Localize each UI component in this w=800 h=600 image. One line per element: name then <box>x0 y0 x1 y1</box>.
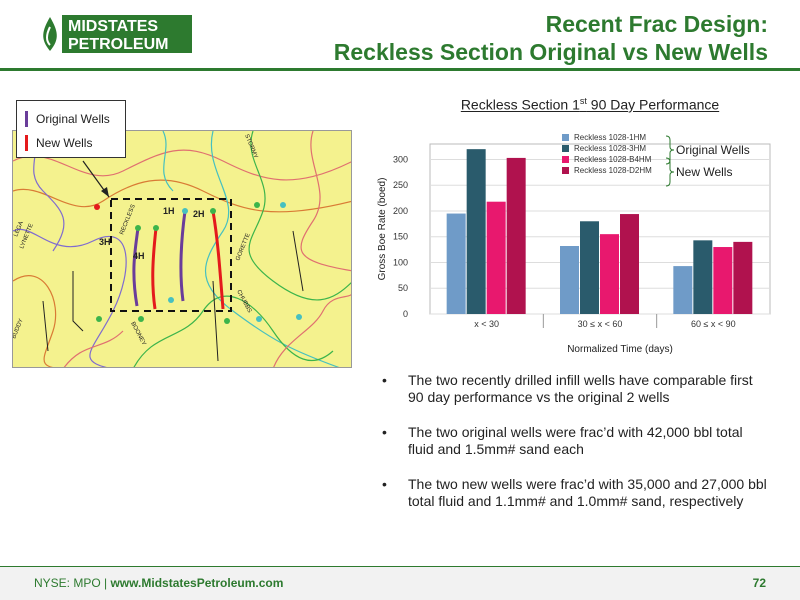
bar <box>713 247 733 314</box>
bar <box>486 201 506 314</box>
legend-entry: Reckless 1028-B4HM <box>574 155 652 164</box>
well-label-4h: 4H <box>133 251 145 261</box>
bar <box>620 214 639 314</box>
bullet-text: The two original wells were frac’d with … <box>408 424 743 457</box>
chart-title-main: Reckless Section 1 <box>460 96 580 113</box>
bar <box>506 157 526 314</box>
bullet-item: • The two recently drilled infill wells … <box>380 372 770 406</box>
footer-website-link[interactable]: www.MidstatesPetroleum.com <box>110 576 284 590</box>
y-tick-label: 100 <box>393 257 408 267</box>
company-logo: MIDSTATES PETROLEUM <box>36 11 196 57</box>
bullet-icon: • <box>382 372 387 388</box>
legend-swatch-new <box>25 135 28 151</box>
y-tick-label: 150 <box>393 232 408 242</box>
bar <box>466 149 486 314</box>
legend-swatch <box>562 156 569 163</box>
legend-swatch <box>562 134 569 141</box>
bar <box>693 240 713 314</box>
well-map: 1H 2H 3H 4H RECKLESS STORMY LYNETTE LEGA… <box>12 130 352 368</box>
group-label-new: New Wells <box>676 165 732 179</box>
well-1h-path <box>179 210 187 302</box>
reckless-section-outline <box>110 198 232 312</box>
logo-line2: PETROLEUM <box>68 36 168 53</box>
legend-label-new: New Wells <box>36 136 93 150</box>
y-tick-label: 250 <box>393 180 408 190</box>
y-axis-label: Gross Boe Rate (boed) <box>377 178 388 281</box>
x-axis-label: Normalized Time (days) <box>567 344 673 355</box>
chart-title: Reckless Section 1st 90 Day Performance <box>400 96 780 113</box>
title-line1: Recent Frac Design: <box>545 11 768 37</box>
page-number: 72 <box>752 576 766 590</box>
footer-divider <box>0 566 800 567</box>
bullet-text: The two recently drilled infill wells ha… <box>408 372 753 405</box>
place-label-lega: LEGA <box>13 221 25 238</box>
well-2h-path <box>211 210 225 310</box>
chart-title-sup: st <box>579 96 587 106</box>
page-title: Recent Frac Design: Reckless Section Ori… <box>288 10 768 66</box>
logo-line1: MIDSTATES <box>68 18 158 35</box>
bar-chart: 0 50 100 150 200 250 300 x < 30 30 ≤ x < 60 60 ≤ … <box>370 130 780 365</box>
bar <box>580 221 599 314</box>
bar <box>733 241 753 314</box>
footer-bar <box>0 567 800 600</box>
legend-item-original: Original Wells <box>25 109 110 129</box>
legend-swatch-original <box>25 111 28 127</box>
well-label-2h: 2H <box>193 209 205 219</box>
y-tick-label: 300 <box>393 154 408 164</box>
group-label-original: Original Wells <box>676 143 750 157</box>
legend-item-new: New Wells <box>25 133 92 153</box>
contour-map: 1H 2H 3H 4H RECKLESS STORMY LYNETTE LEGA… <box>13 131 351 367</box>
footer-text: NYSE: MPO | www.MidstatesPetroleum.com <box>34 576 283 590</box>
well-3h-path <box>132 227 140 307</box>
well-markers <box>94 202 302 324</box>
bar <box>560 246 579 314</box>
y-tick-label: 50 <box>398 283 408 293</box>
y-tick-label: 200 <box>393 206 408 216</box>
chart-title-tail: 90 Day Performance <box>586 96 720 113</box>
x-tick-label: 60 ≤ x < 90 <box>691 319 736 329</box>
map-legend: Original Wells New Wells <box>16 100 126 158</box>
x-tick-label: x < 30 <box>474 319 499 329</box>
well-4h-path <box>151 227 158 310</box>
bullet-item: • The two original wells were frac’d wit… <box>380 424 770 458</box>
bar <box>446 213 466 314</box>
title-divider <box>0 68 800 71</box>
bullet-icon: • <box>382 476 387 492</box>
legend-entry: Reckless 1028-1HM <box>574 133 646 142</box>
legend-entry: Reckless 1028-3HM <box>574 144 646 153</box>
performance-chart: 0 50 100 150 200 250 300 x < 30 30 ≤ x < 60 60 ≤ … <box>370 130 780 365</box>
bullet-text: The two new wells were frac’d with 35,00… <box>408 476 767 509</box>
legend-swatch <box>562 145 569 152</box>
footer-ticker: NYSE: MPO | <box>34 576 111 590</box>
bar <box>600 234 619 314</box>
drop-icon: MIDSTATES PETROLEUM <box>36 11 196 57</box>
bullet-icon: • <box>382 424 387 440</box>
legend-label-original: Original Wells <box>36 112 110 126</box>
bullet-item: • The two new wells were frac’d with 35,… <box>380 476 770 510</box>
well-label-3h: 3H <box>99 237 111 247</box>
legend-brace <box>665 157 675 187</box>
well-label-1h: 1H <box>163 206 175 216</box>
legend-entry: Reckless 1028-D2HM <box>574 166 652 175</box>
bar <box>673 266 693 314</box>
bullet-list: • The two recently drilled infill wells … <box>380 372 770 528</box>
place-label-buddy: BUDDY <box>13 318 25 340</box>
y-tick-label: 0 <box>403 309 408 319</box>
title-line2: Reckless Section Original vs New Wells <box>333 39 768 65</box>
legend-swatch <box>562 167 569 174</box>
x-tick-label: 30 ≤ x < 60 <box>578 319 623 329</box>
